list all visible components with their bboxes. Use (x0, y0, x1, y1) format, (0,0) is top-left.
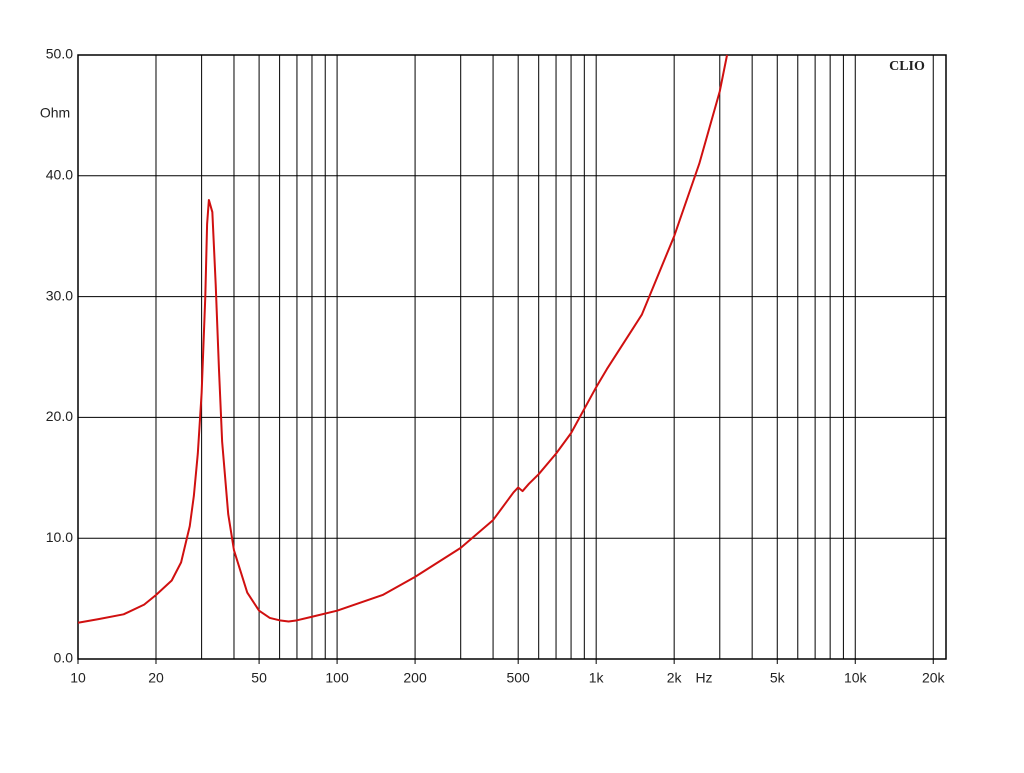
y-tick-label: 20.0 (46, 408, 73, 424)
y-tick-label: 30.0 (46, 287, 73, 303)
x-tick-label: 5k (770, 670, 786, 686)
x-tick-label: 20k (922, 670, 946, 686)
x-tick-label: 2k (667, 670, 683, 686)
brand: CLIO (889, 59, 925, 74)
x-tick-label: 10k (844, 670, 868, 686)
y-tick-label: 10.0 (46, 529, 73, 545)
impedance-curve (77, 54, 729, 624)
x-tick-label: 500 (506, 670, 530, 686)
y-unit: Ohm (40, 105, 70, 121)
x-unit: Hz (695, 670, 712, 686)
x-tick-label: 100 (325, 670, 349, 686)
y-tick-label: 0.0 (54, 650, 74, 666)
y-tick-label: 50.0 (46, 46, 73, 62)
y-tick-label: 40.0 (46, 167, 73, 183)
x-tick-label: 200 (403, 670, 427, 686)
x-tick-label: 1k (589, 670, 605, 686)
x-tick-label: 20 (148, 670, 164, 686)
x-tick-label: 10 (70, 670, 86, 686)
x-tick-label: 50 (251, 670, 267, 686)
plot-frame (77, 54, 947, 660)
